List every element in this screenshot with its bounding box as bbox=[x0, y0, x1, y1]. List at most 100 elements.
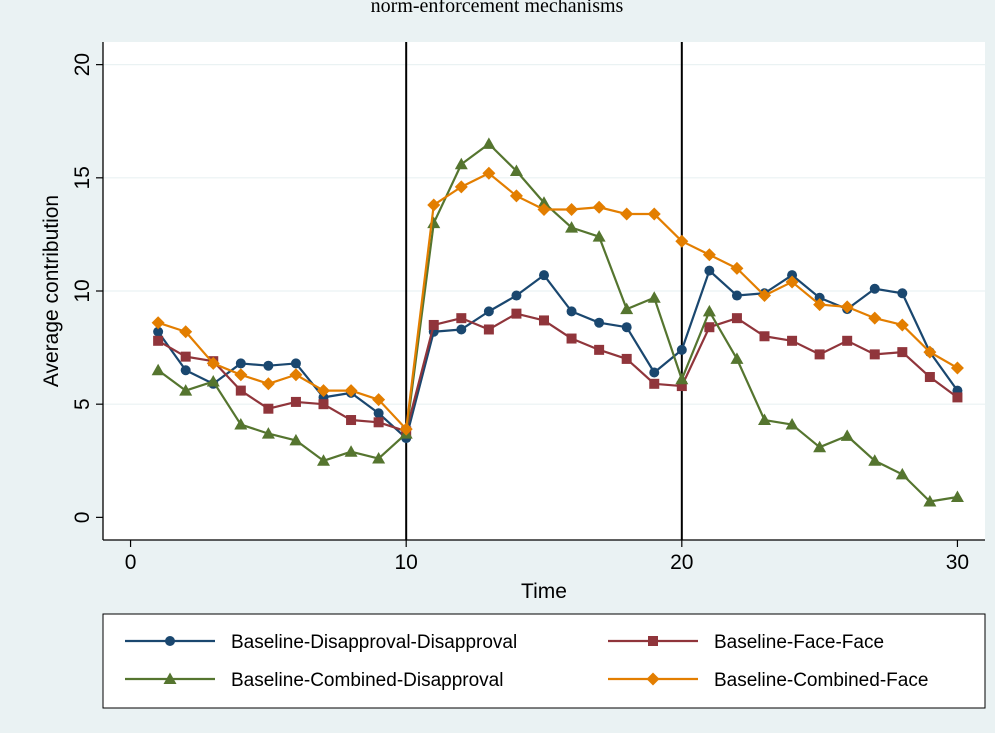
y-axis: 0 5 10 15 20 Average contribution bbox=[40, 42, 104, 540]
data-point bbox=[151, 316, 165, 330]
data-point bbox=[785, 418, 799, 430]
data-point bbox=[702, 248, 716, 262]
data-point bbox=[290, 396, 301, 407]
data-point bbox=[649, 367, 660, 378]
legend-marker bbox=[646, 672, 660, 686]
data-point bbox=[346, 415, 357, 426]
data-point bbox=[923, 495, 937, 507]
data-point bbox=[372, 393, 386, 407]
data-point bbox=[511, 290, 522, 301]
data-point bbox=[537, 203, 551, 217]
x-axis-label: Time bbox=[521, 580, 567, 603]
data-point bbox=[565, 221, 579, 233]
data-point bbox=[895, 318, 909, 332]
data-point bbox=[373, 408, 384, 419]
data-point bbox=[234, 418, 248, 430]
data-point bbox=[730, 261, 744, 275]
series-line bbox=[157, 142, 958, 503]
y-tick-label: 0 bbox=[71, 512, 94, 524]
data-point bbox=[427, 198, 441, 212]
data-point bbox=[814, 292, 825, 303]
data-point bbox=[787, 335, 798, 346]
legend-label: Baseline-Combined-Face bbox=[714, 670, 928, 691]
series-layer bbox=[151, 137, 964, 507]
data-point bbox=[621, 353, 632, 364]
legend-item: Baseline-Face-Face bbox=[608, 632, 884, 653]
x-axis: 0 10 20 30 Time bbox=[103, 539, 985, 603]
series-3 bbox=[151, 137, 964, 507]
data-point bbox=[731, 313, 742, 324]
data-point bbox=[179, 325, 193, 339]
data-point bbox=[399, 422, 413, 436]
data-point bbox=[869, 283, 880, 294]
data-point bbox=[923, 345, 937, 359]
y-tick-label: 15 bbox=[71, 166, 94, 189]
data-point bbox=[621, 322, 632, 333]
data-point bbox=[868, 454, 882, 466]
legend-item: Baseline-Combined-Disapproval bbox=[125, 670, 503, 691]
data-point bbox=[509, 164, 523, 177]
data-point bbox=[704, 265, 715, 276]
data-point bbox=[179, 384, 193, 396]
data-point bbox=[537, 196, 551, 208]
data-point bbox=[206, 356, 220, 370]
legend-item: Baseline-Combined-Face bbox=[608, 670, 928, 691]
legend-box bbox=[102, 613, 986, 709]
data-point bbox=[290, 358, 301, 369]
data-point bbox=[897, 347, 908, 358]
data-point bbox=[289, 368, 303, 382]
data-point bbox=[261, 427, 275, 439]
data-point bbox=[180, 365, 191, 376]
data-point bbox=[950, 361, 964, 375]
data-point bbox=[620, 302, 634, 315]
legend: Baseline-Disapproval-Disapproval Baseline… bbox=[102, 613, 986, 709]
data-point bbox=[952, 392, 963, 403]
data-point bbox=[676, 381, 687, 392]
gridlines bbox=[103, 64, 985, 405]
data-point bbox=[647, 207, 661, 221]
data-point bbox=[153, 326, 164, 337]
data-point bbox=[702, 304, 716, 317]
data-point bbox=[483, 306, 494, 317]
data-point bbox=[565, 203, 579, 217]
data-point bbox=[594, 344, 605, 355]
x-tick-label: 0 bbox=[125, 551, 137, 574]
y-axis-ticks: 0 5 10 15 20 bbox=[71, 53, 103, 523]
data-point bbox=[869, 349, 880, 360]
legend-label: Baseline-Disapproval-Disapproval bbox=[231, 632, 517, 653]
data-point bbox=[482, 166, 496, 180]
series-4 bbox=[151, 166, 964, 436]
data-point bbox=[539, 315, 549, 326]
data-point bbox=[153, 335, 164, 346]
legend-items: Baseline-Disapproval-Disapproval Baseline… bbox=[125, 632, 928, 691]
data-point bbox=[704, 322, 715, 333]
data-point bbox=[483, 324, 494, 335]
data-point bbox=[758, 289, 771, 303]
x-tick-label: 20 bbox=[670, 551, 693, 574]
data-point bbox=[509, 189, 523, 203]
data-point bbox=[842, 335, 853, 346]
data-point bbox=[317, 384, 330, 398]
data-point bbox=[289, 433, 303, 446]
data-point bbox=[897, 288, 908, 299]
data-point bbox=[675, 234, 689, 248]
data-point bbox=[592, 230, 606, 242]
y-tick-label: 20 bbox=[71, 53, 94, 76]
data-point bbox=[454, 180, 468, 194]
legend-item: Baseline-Disapproval-Disapproval bbox=[125, 632, 517, 653]
chart-title: norm-enforcement mechanisms bbox=[371, 0, 624, 17]
data-point bbox=[675, 372, 689, 385]
data-point bbox=[895, 467, 909, 480]
legend-label: Baseline-Combined-Disapproval bbox=[231, 670, 503, 691]
data-point bbox=[344, 445, 358, 457]
x-axis-ticks: 0 10 20 30 bbox=[125, 540, 969, 574]
y-tick-label: 10 bbox=[71, 279, 94, 302]
data-point bbox=[566, 333, 577, 344]
data-point bbox=[594, 317, 605, 328]
x-tick-label: 30 bbox=[946, 551, 969, 574]
data-point bbox=[235, 358, 246, 369]
y-axis-label: Average contribution bbox=[40, 195, 63, 387]
data-point bbox=[731, 290, 742, 301]
